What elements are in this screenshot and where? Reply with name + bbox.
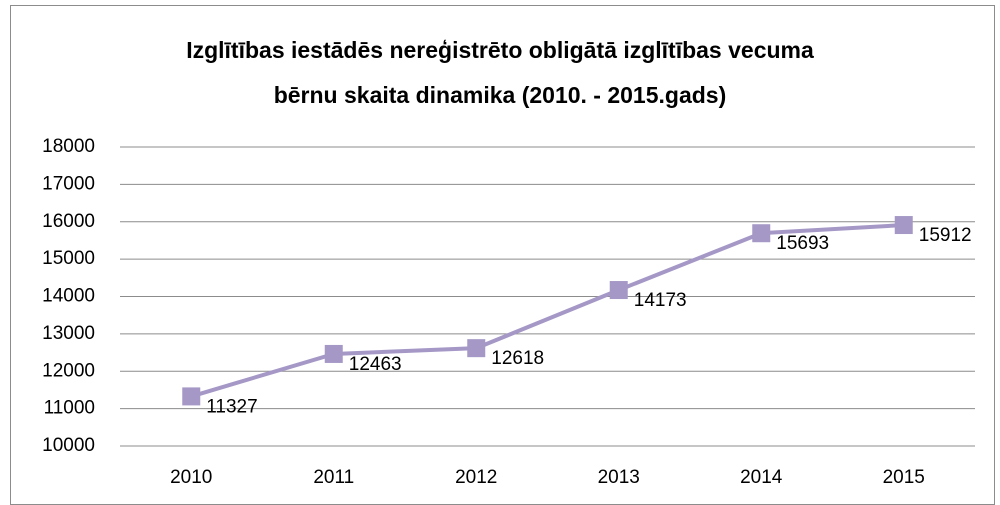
data-label: 12463 xyxy=(349,354,402,375)
data-label: 12618 xyxy=(491,348,544,369)
y-tick-label: 16000 xyxy=(42,211,95,232)
y-tick-label: 12000 xyxy=(42,360,95,381)
data-label: 15693 xyxy=(776,233,829,254)
y-tick-label: 10000 xyxy=(42,435,95,456)
x-tick-label: 2013 xyxy=(598,467,640,488)
y-tick-label: 11000 xyxy=(44,398,95,419)
chart-frame xyxy=(10,5,995,505)
y-tick-label: 17000 xyxy=(42,173,95,194)
marker xyxy=(182,387,201,406)
y-tick-label: 14000 xyxy=(42,286,95,307)
x-tick-label: 2014 xyxy=(740,467,783,488)
data-label: 11327 xyxy=(206,396,257,417)
y-tick-label: 13000 xyxy=(42,323,95,344)
x-tick-label: 2010 xyxy=(170,467,212,488)
marker xyxy=(894,216,913,235)
x-tick-label: 2015 xyxy=(883,467,925,488)
x-tick-label: 2011 xyxy=(313,467,354,488)
marker xyxy=(324,344,343,363)
marker xyxy=(467,339,486,358)
y-tick-label: 15000 xyxy=(42,248,95,269)
marker xyxy=(752,224,771,243)
chart-title: Izglītības iestādēs nereģistrēto obligāt… xyxy=(186,37,814,63)
data-label: 15912 xyxy=(919,225,972,246)
marker xyxy=(609,281,628,300)
y-tick-label: 18000 xyxy=(42,136,95,157)
chart-title: bērnu skaita dinamika (2010. - 2015.gads… xyxy=(274,82,727,108)
line xyxy=(190,223,904,399)
x-tick-label: 2012 xyxy=(455,467,497,488)
data-label: 14173 xyxy=(634,290,687,311)
